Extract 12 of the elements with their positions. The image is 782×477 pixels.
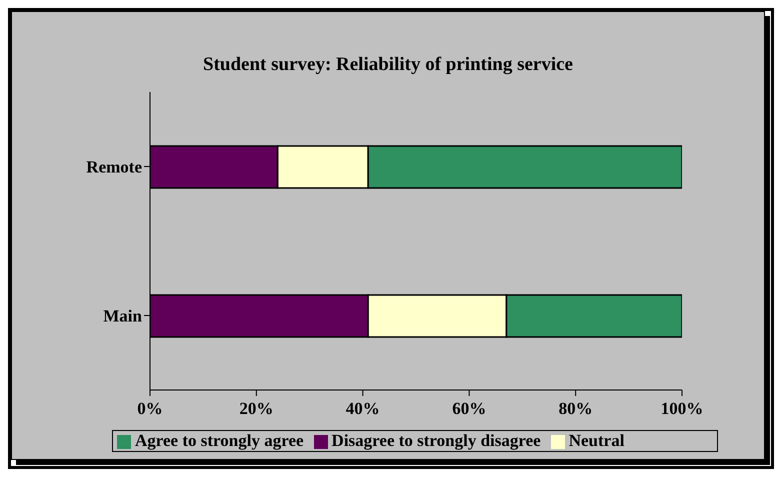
x-tick-label: 40% bbox=[346, 399, 380, 418]
chart-title: Student survey: Reliability of printing service bbox=[202, 53, 574, 77]
x-tick-label: 80% bbox=[558, 399, 593, 418]
x-tick-label: 100% bbox=[660, 399, 704, 418]
legend-label: Agree to strongly agree bbox=[135, 431, 304, 450]
x-tick-label: 0% bbox=[137, 399, 163, 418]
y-tick-label: Main bbox=[103, 306, 143, 326]
legend-label: Neutral bbox=[568, 431, 624, 450]
x-tick-label: 60% bbox=[452, 399, 486, 418]
x-tick-label: 20% bbox=[239, 399, 274, 418]
legend-label: Disagree to strongly disagree bbox=[332, 431, 541, 450]
y-tick-label: Remote bbox=[86, 158, 142, 177]
